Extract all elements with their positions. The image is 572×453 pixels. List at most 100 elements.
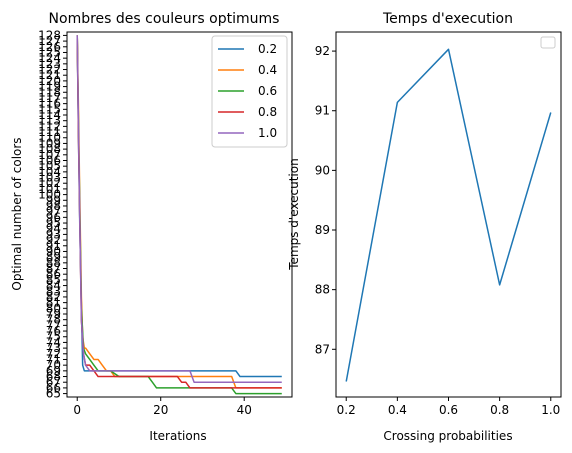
right-y-ticks: 87 88 89 90 91 92 (315, 44, 336, 356)
left-y-tick-label-47: 81 (46, 296, 61, 310)
left-y-tick-label-41: 87 (46, 262, 61, 276)
right-series-line-1 (345, 48, 552, 382)
left-y-tick-label-45: 83 (46, 284, 61, 298)
left-y-tick-label-1: 127 (38, 34, 61, 48)
left-legend-label-4: 0.8 (258, 105, 277, 119)
left-y-tick-label-31: 97 (46, 205, 61, 219)
left-x-axis-label: Iterations (149, 429, 206, 443)
left-y-axis-label: Optimal number of colors (10, 137, 24, 290)
right-chart: Temps d'execution 0.2 0.4 0.6 0.8 1.0 87 88 89… (287, 11, 562, 443)
right-y-axis-label: Temps d'execution (287, 158, 301, 270)
right-x-tick-label-3: 0.8 (490, 403, 509, 417)
right-y-tick-label-5: 92 (315, 44, 330, 58)
left-y-tick-label-63: 65 (46, 387, 61, 401)
left-y-tick-label-22: 106 (38, 153, 61, 167)
left-legend-label-5: 1.0 (258, 126, 277, 140)
left-y-tick-label-40: 88 (46, 256, 61, 270)
right-y-tick-label-4: 91 (315, 104, 330, 118)
left-y-tick-label-59: 69 (46, 364, 61, 378)
right-x-ticks: 0.2 0.4 0.6 0.8 1.0 (337, 397, 560, 417)
right-y-tick-label-2: 89 (315, 223, 330, 237)
right-series-group (345, 48, 552, 382)
left-y-tick-label-25: 103 (38, 171, 61, 185)
right-x-tick-label-2: 0.6 (439, 403, 458, 417)
left-y-tick-label-54: 74 (46, 335, 61, 349)
left-legend-label-2: 0.4 (258, 63, 277, 77)
left-y-tick-label-29: 99 (46, 193, 61, 207)
left-legend: 0.2 0.4 0.6 0.8 1.0 (211, 35, 288, 148)
left-y-tick-label-18: 110 (38, 131, 61, 145)
right-y-tick-label-1: 88 (315, 283, 330, 297)
left-y-tick-label-39: 89 (46, 250, 61, 264)
left-chart: Nombres des couleurs optimums 0 20 40 1281… (10, 11, 293, 443)
left-y-tick-label-24: 104 (38, 165, 61, 179)
right-x-tick-label-1: 0.4 (388, 403, 407, 417)
left-y-tick-label-9: 119 (38, 80, 61, 94)
left-y-tick-label-51: 77 (46, 318, 61, 332)
left-x-tick-label-2: 40 (237, 403, 252, 417)
left-series-group (76, 35, 282, 395)
left-y-tick-label-44: 84 (46, 279, 61, 293)
left-y-tick-label-19: 109 (38, 136, 61, 150)
right-y-tick-label-0: 87 (315, 342, 330, 356)
left-y-tick-label-12: 116 (38, 97, 61, 111)
left-y-tick-label-46: 82 (46, 290, 61, 304)
left-y-tick-label-58: 70 (46, 358, 61, 372)
right-x-tick-label-0: 0.2 (337, 403, 356, 417)
left-x-tick-label-1: 20 (153, 403, 168, 417)
left-y-tick-label-42: 86 (46, 267, 61, 281)
left-y-tick-label-8: 120 (38, 74, 61, 88)
left-y-tick-label-3: 125 (38, 45, 61, 59)
left-y-tick-label-27: 101 (38, 182, 61, 196)
left-legend-label-1: 0.2 (258, 42, 277, 56)
left-chart-title: Nombres des couleurs optimums (49, 11, 280, 27)
left-y-tick-label-34: 94 (46, 222, 61, 236)
left-y-tick-label-11: 117 (38, 91, 61, 105)
left-y-tick-label-61: 67 (46, 375, 61, 389)
left-y-tick-label-21: 107 (38, 148, 61, 162)
left-y-tick-label-14: 114 (38, 108, 61, 122)
left-x-tick-label-0: 0 (73, 403, 81, 417)
left-legend-box (211, 35, 288, 148)
left-y-tick-label-2: 126 (38, 40, 61, 54)
right-legend-empty-box (540, 36, 556, 49)
left-y-tick-label-13: 115 (38, 102, 61, 116)
left-y-tick-label-20: 108 (38, 142, 61, 156)
left-y-tick-label-33: 95 (46, 216, 61, 230)
left-y-ticks: 1281271261251241231221211201191181171161… (38, 28, 67, 401)
left-y-tick-label-4: 124 (38, 51, 61, 65)
left-y-tick-label-10: 118 (38, 85, 61, 99)
left-plot-frame (66, 31, 293, 398)
left-y-tick-label-35: 93 (46, 227, 61, 241)
left-y-tick-label-28: 100 (38, 188, 61, 202)
left-series-line-5 (76, 35, 282, 383)
right-x-axis-label: Crossing probabilities (383, 429, 512, 443)
left-y-tick-label-15: 113 (38, 114, 61, 128)
right-chart-title: Temps d'execution (382, 11, 513, 27)
left-legend-label-3: 0.6 (258, 84, 277, 98)
left-y-tick-label-6: 122 (38, 63, 61, 77)
left-y-tick-label-56: 72 (46, 347, 61, 361)
left-y-tick-label-37: 91 (46, 239, 61, 253)
left-y-tick-label-30: 98 (46, 199, 61, 213)
left-y-tick-label-7: 121 (38, 68, 61, 82)
left-y-tick-label-26: 102 (38, 176, 61, 190)
left-y-tick-label-53: 75 (46, 330, 61, 344)
left-y-tick-label-32: 96 (46, 210, 61, 224)
left-y-tick-label-5: 123 (38, 57, 61, 71)
left-y-tick-label-52: 76 (46, 324, 61, 338)
left-y-tick-label-60: 68 (46, 370, 61, 384)
left-y-tick-label-23: 105 (38, 159, 61, 173)
left-y-tick-label-16: 112 (38, 119, 61, 133)
left-y-tick-label-38: 90 (46, 244, 61, 258)
left-y-tick-label-57: 71 (46, 352, 61, 366)
left-y-tick-label-17: 111 (38, 125, 61, 139)
left-y-tick-label-43: 85 (46, 273, 61, 287)
right-y-tick-label-3: 90 (315, 163, 330, 177)
left-y-tick-label-36: 92 (46, 233, 61, 247)
left-y-tick-label-55: 73 (46, 341, 61, 355)
right-x-tick-label-4: 1.0 (541, 403, 560, 417)
left-y-tick-label-0: 128 (38, 28, 61, 42)
left-y-tick-label-62: 66 (46, 381, 61, 395)
